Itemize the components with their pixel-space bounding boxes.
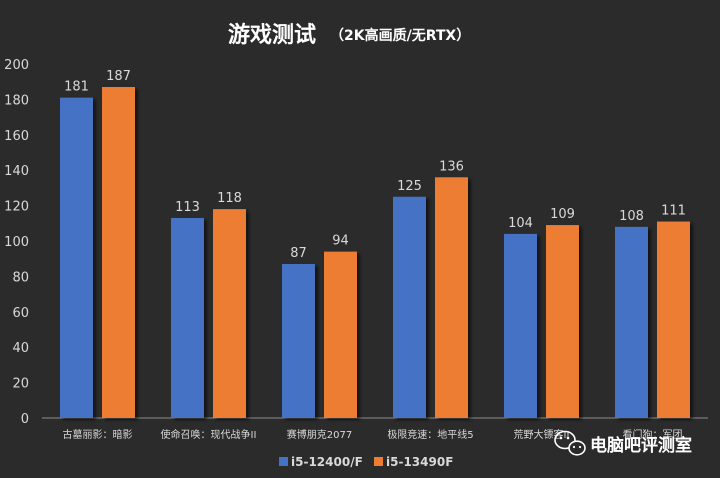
bar-series-2-3 bbox=[435, 177, 468, 418]
data-label-series-1-4: 104 bbox=[508, 216, 533, 231]
data-label-series-2-5: 111 bbox=[661, 204, 686, 219]
legend-label-series-2: i5-13490F bbox=[386, 455, 453, 469]
category-labels-group: 古墓丽影：暗影 使命召唤：现代战争II 赛博朋克2077 极限竞速：地平线5 荒野大镖客… bbox=[63, 428, 683, 441]
bar-series-1-1 bbox=[171, 217, 204, 418]
bars-group bbox=[60, 87, 690, 418]
bar-series-1-5 bbox=[615, 226, 648, 418]
y-tick-label: 100 bbox=[4, 235, 29, 250]
y-tick-label: 200 bbox=[4, 58, 29, 73]
data-label-series-2-4: 109 bbox=[550, 207, 575, 222]
category-label-0: 古墓丽影：暗影 bbox=[63, 428, 133, 441]
y-tick-label: 60 bbox=[12, 306, 29, 321]
bar-series-1-0 bbox=[60, 97, 93, 418]
y-tick-label: 0 bbox=[21, 412, 29, 427]
bar-series-1-2 bbox=[282, 264, 315, 418]
y-tick-label: 80 bbox=[12, 270, 29, 285]
data-label-series-1-2: 87 bbox=[290, 246, 307, 261]
bar-series-2-5 bbox=[657, 221, 690, 418]
y-tick-label: 40 bbox=[12, 341, 29, 356]
category-label-5: 看门狗：军团 bbox=[623, 428, 683, 441]
y-tick-label: 120 bbox=[4, 200, 29, 215]
legend-swatch-series-2 bbox=[374, 457, 383, 466]
y-tick-label: 20 bbox=[12, 377, 29, 392]
category-label-3: 极限竞速：地平线5 bbox=[387, 428, 473, 441]
data-label-series-1-3: 125 bbox=[397, 179, 422, 194]
legend: i5-12400/F i5-13490F bbox=[279, 455, 453, 469]
bar-series-1-4 bbox=[504, 233, 537, 418]
wechat-icon bbox=[554, 430, 586, 456]
data-label-series-2-0: 187 bbox=[106, 69, 131, 84]
legend-label-series-1: i5-12400/F bbox=[291, 455, 363, 469]
data-label-series-2-2: 94 bbox=[332, 234, 349, 249]
data-label-series-1-0: 181 bbox=[64, 80, 89, 95]
data-label-series-2-3: 136 bbox=[439, 159, 464, 174]
bar-series-2-4 bbox=[546, 225, 579, 418]
data-labels-group: 181 187 113 118 87 94 125 136 104 109 108 111 bbox=[64, 69, 686, 261]
bar-series-1-3 bbox=[393, 196, 426, 418]
y-tick-label: 180 bbox=[4, 93, 29, 108]
category-label-2: 赛博朋克2077 bbox=[287, 428, 352, 441]
y-tick-label: 160 bbox=[4, 129, 29, 144]
data-label-series-1-5: 108 bbox=[619, 209, 644, 224]
bar-series-2-1 bbox=[213, 209, 246, 418]
watermark: 电脑吧评测室 bbox=[554, 430, 692, 456]
y-axis: 0 20 40 60 80 100 120 140 160 180 200 bbox=[4, 58, 29, 427]
category-label-1: 使命召唤：现代战争II bbox=[161, 428, 257, 441]
data-label-series-2-1: 118 bbox=[217, 191, 242, 206]
bar-series-2-0 bbox=[102, 87, 135, 418]
data-label-series-1-1: 113 bbox=[175, 200, 200, 215]
y-tick-label: 140 bbox=[4, 164, 29, 179]
watermark-text: 电脑吧评测室 bbox=[590, 435, 692, 456]
chart-title: 游戏测试 bbox=[228, 22, 316, 48]
legend-swatch-series-1 bbox=[279, 457, 288, 466]
chart-subtitle: （2K高画质/无RTX） bbox=[330, 27, 470, 44]
bar-series-2-2 bbox=[324, 251, 357, 418]
